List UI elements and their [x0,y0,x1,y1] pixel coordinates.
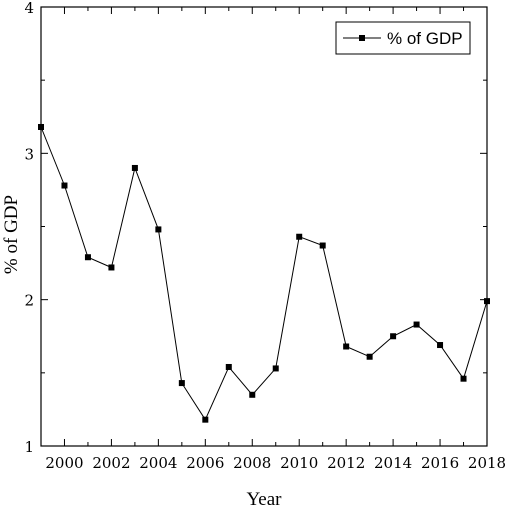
data-point [460,375,467,382]
x-tick-label: 2014 [374,454,412,472]
x-tick-label: 2016 [421,454,459,472]
series-line [40,126,488,421]
plot-border [40,6,488,447]
data-point [155,226,162,233]
data-point [437,342,444,349]
x-tick-label: 2018 [468,454,505,472]
data-point [108,264,115,271]
x-tick-label: 2012 [327,454,365,472]
x-tick-label: 2008 [233,454,271,472]
data-point [38,123,44,130]
data-point [178,380,185,387]
data-point [131,164,138,171]
data-point [319,242,326,249]
data-point [366,353,373,360]
data-point [484,298,490,305]
y-tick-label: 1 [24,438,34,456]
data-point [272,365,279,372]
data-point [202,416,209,423]
legend-label: % of GDP [387,29,463,48]
x-tick-label: 2000 [45,454,83,472]
x-tick-label: 2004 [139,454,177,472]
data-point [61,182,68,189]
plot-frame [40,6,488,447]
x-axis-title: Year [246,489,282,509]
data-point [84,254,91,261]
y-axis: 1 2 3 4 [24,0,487,456]
y-tick-label: 3 [24,145,34,163]
data-point [225,363,232,370]
x-tick-label: 2010 [280,454,318,472]
y-axis-title: % of GDP [1,195,22,274]
data-point [249,391,256,398]
y-tick-label: 2 [24,292,34,310]
y-tick-label: 4 [24,0,34,17]
x-tick-label: 2006 [186,454,224,472]
data-point [390,333,397,340]
data-point [413,321,420,328]
legend-marker [359,35,365,41]
data-point [296,233,303,240]
series-layer [38,123,490,423]
data-point [343,343,350,350]
x-tick-label: 2002 [92,454,130,472]
legend: % of GDP [335,21,471,55]
x-axis: 2000 2002 2004 2006 2008 2010 2012 2014 2016 2018 [40,7,505,472]
